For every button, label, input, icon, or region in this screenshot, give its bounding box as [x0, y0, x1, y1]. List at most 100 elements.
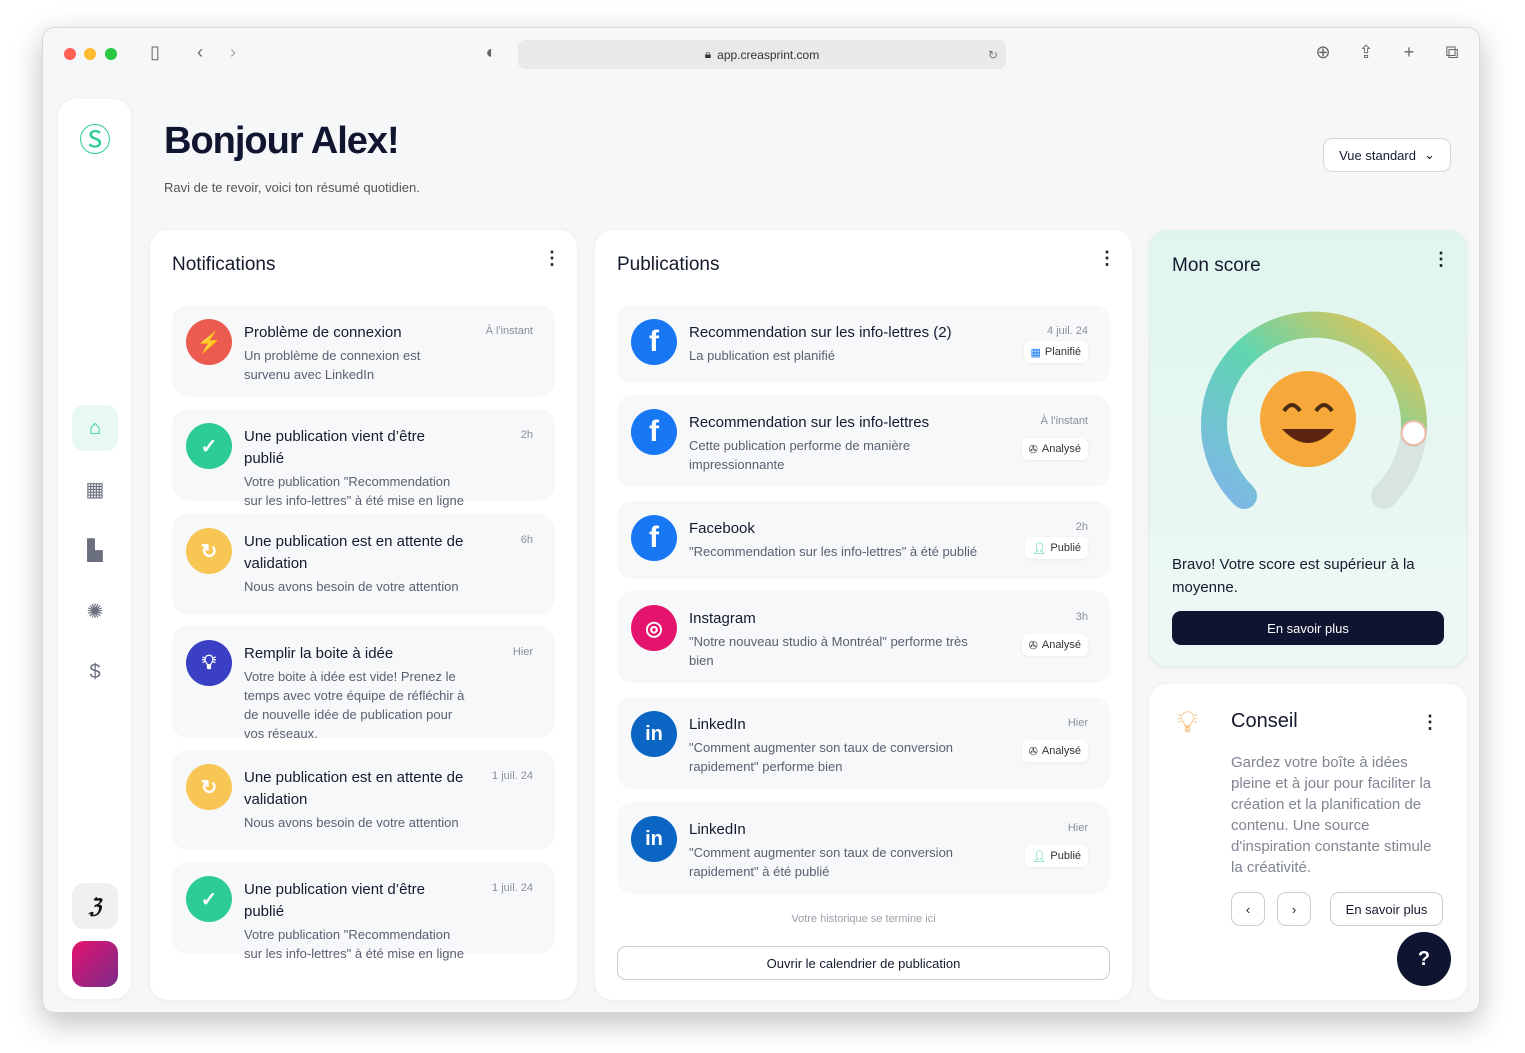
linkedin-icon: in	[631, 816, 677, 862]
notifications-title: Notifications	[172, 254, 276, 275]
score-menu-icon[interactable]: ⋮	[1432, 249, 1450, 269]
facebook-icon: f	[631, 515, 677, 561]
sidebar: Ⓢ ⌂ ▦ ▙ ✺ $ ℨ	[58, 99, 131, 999]
publication-time: À l'instant	[1040, 415, 1088, 427]
forward-icon[interactable]: ›	[230, 42, 236, 62]
url-text: app.creasprint.com	[717, 47, 820, 62]
happy-face-icon	[1260, 371, 1356, 467]
app-logo[interactable]: Ⓢ	[78, 122, 111, 158]
tip-text: Gardez votre boîte à idées pleine et à j…	[1231, 754, 1432, 876]
view-select[interactable]: Vue standard ⌄	[1323, 138, 1451, 172]
publication-item[interactable]: f Recommendation sur les info-lettres (2…	[617, 305, 1110, 383]
ai-assistant-button[interactable]: ℨ	[72, 883, 118, 929]
publication-item[interactable]: ◎ Instagram "Notre nouveau studio à Mont…	[617, 591, 1110, 683]
notification-item[interactable]: ↻ Une publication est en attente de vali…	[172, 750, 555, 850]
gauge-knob	[1400, 420, 1427, 447]
notification-time: 2h	[520, 429, 533, 441]
avatar[interactable]	[72, 941, 118, 987]
status-badge: 👤︎ Publié	[1025, 845, 1088, 867]
lock-icon: 🔒︎	[704, 47, 712, 61]
notification-title: Une publication vient d’être publié	[244, 428, 425, 467]
publication-title: Facebook	[689, 520, 755, 537]
page-title: Bonjour Alex!	[164, 120, 400, 162]
sidebar-item-calendar[interactable]: ▦	[72, 466, 118, 512]
address-bar[interactable]: 🔒︎ app.creasprint.com ↻	[518, 40, 1006, 69]
publication-description: La publication est planifié	[689, 348, 835, 363]
ai-icon: ℨ	[88, 895, 102, 918]
notifications-card: Notifications ⋮ ⚡ Problème de connexion …	[150, 230, 577, 1000]
tip-card: 💡︎ Conseil ⋮ Gardez votre boîte à idées …	[1149, 684, 1467, 1000]
publication-item[interactable]: in LinkedIn "Comment augmenter son taux …	[617, 802, 1110, 894]
score-learn-more-button[interactable]: En savoir plus	[1172, 611, 1444, 645]
tip-learn-more-button[interactable]: En savoir plus	[1330, 892, 1443, 926]
new-tab-icon[interactable]: +	[1403, 42, 1415, 62]
notifications-menu-icon[interactable]: ⋮	[543, 248, 561, 268]
lightbulb-icon: 💡︎	[1177, 706, 1198, 739]
publications-menu-icon[interactable]: ⋮	[1098, 248, 1116, 268]
chevron-down-icon: ⌄	[1423, 147, 1435, 162]
shield-icon[interactable]: ◐	[485, 42, 497, 62]
notification-time: 1 juil. 24	[492, 882, 533, 894]
share-icon[interactable]: ⇪	[1358, 42, 1374, 62]
close-window-button[interactable]	[64, 48, 76, 60]
notification-title: Une publication vient d’être publié	[244, 881, 425, 920]
notification-description: Nous avons besoin de votre attention	[244, 815, 459, 830]
publication-title: Instagram	[689, 610, 756, 627]
minimize-window-button[interactable]	[84, 48, 96, 60]
maximize-window-button[interactable]	[105, 48, 117, 60]
score-title: Mon score	[1172, 255, 1261, 276]
dollar-icon: $	[89, 660, 101, 683]
sidebar-item-content[interactable]: ▙	[72, 527, 118, 573]
open-calendar-button[interactable]: Ouvrir le calendrier de publication	[617, 946, 1110, 980]
publications-card: Publications ⋮ f Recommendation sur les …	[595, 230, 1132, 1000]
publication-item[interactable]: in LinkedIn "Comment augmenter son taux …	[617, 697, 1110, 789]
sidebar-item-ideas[interactable]: ✺	[72, 588, 118, 634]
tip-menu-icon[interactable]: ⋮	[1421, 712, 1439, 732]
analysis-icon: ✇	[1028, 443, 1038, 456]
idea-icon: ✺	[86, 600, 104, 623]
publication-time: Hier	[1067, 822, 1088, 834]
status-badge-label: Publié	[1050, 850, 1081, 862]
notification-item[interactable]: ✓ Une publication vient d’être publié Vo…	[172, 862, 555, 961]
publication-title: Recommendation sur les info-lettres (2)	[689, 324, 952, 341]
publication-item[interactable]: f Facebook "Recommendation sur les info-…	[617, 501, 1110, 579]
notification-item[interactable]: 💡︎ Remplir la boite à idée Votre boite à…	[172, 626, 555, 741]
score-card: Mon score ⋮ Bravo! Votre score est supér…	[1149, 230, 1467, 667]
sidebar-item-home[interactable]: ⌂	[72, 405, 118, 451]
status-badge-label: Planifié	[1044, 346, 1081, 358]
notification-time: Hier	[512, 646, 533, 658]
published-icon: 👤︎	[1032, 850, 1047, 863]
browser-window: ▯ ‹ › ◐ 🔒︎ app.creasprint.com ↻ ⊕ ⇪ + ⧉ Ⓢ …	[42, 27, 1480, 1013]
history-end-text: Votre historique se termine ici	[791, 913, 936, 925]
notification-item[interactable]: ↻ Une publication est en attente de vali…	[172, 514, 555, 614]
plug-icon: ⚡	[186, 319, 232, 365]
status-badge: 👤︎ Publié	[1025, 537, 1088, 559]
check-icon: ✓	[186, 876, 232, 922]
tip-next-button[interactable]: ›	[1277, 892, 1311, 926]
publication-item[interactable]: f Recommendation sur les info-lettres Ce…	[617, 395, 1110, 487]
tip-previous-button[interactable]: ‹	[1231, 892, 1265, 926]
download-icon[interactable]: ⊕	[1315, 42, 1331, 62]
notification-description: Votre boite à idée est vide! Prenez le t…	[244, 669, 465, 741]
facebook-icon: f	[631, 319, 677, 365]
help-chat-icon: ?	[1417, 947, 1431, 970]
back-icon[interactable]: ‹	[197, 42, 203, 62]
tabs-overview-icon[interactable]: ⧉	[1445, 42, 1459, 62]
sidebar-toggle-icon[interactable]: ▯	[150, 42, 160, 62]
score-gauge	[1201, 311, 1427, 509]
help-chat-button[interactable]: ?	[1397, 932, 1451, 986]
page-subtitle: Ravi de te revoir, voici ton résumé quot…	[164, 180, 420, 195]
analysis-icon: ✇	[1028, 745, 1038, 758]
notification-description: Nous avons besoin de votre attention	[244, 579, 459, 594]
notification-description: Un problème de connexion est survenu ave…	[244, 348, 421, 382]
notification-item[interactable]: ⚡ Problème de connexion Un problème de c…	[172, 305, 555, 397]
status-badge: ✇ Analysé	[1021, 740, 1088, 762]
refresh-icon: ↻	[186, 764, 232, 810]
publication-description: "Recommendation sur les info-lettres" à …	[689, 544, 978, 559]
publication-title: LinkedIn	[689, 821, 746, 838]
notification-item[interactable]: ✓ Une publication vient d’être publié Vo…	[172, 409, 555, 508]
facebook-icon: f	[631, 409, 677, 455]
notification-title: Problème de connexion	[244, 324, 402, 341]
sidebar-item-billing[interactable]: $	[72, 649, 118, 695]
reload-icon[interactable]: ↻	[987, 47, 998, 62]
